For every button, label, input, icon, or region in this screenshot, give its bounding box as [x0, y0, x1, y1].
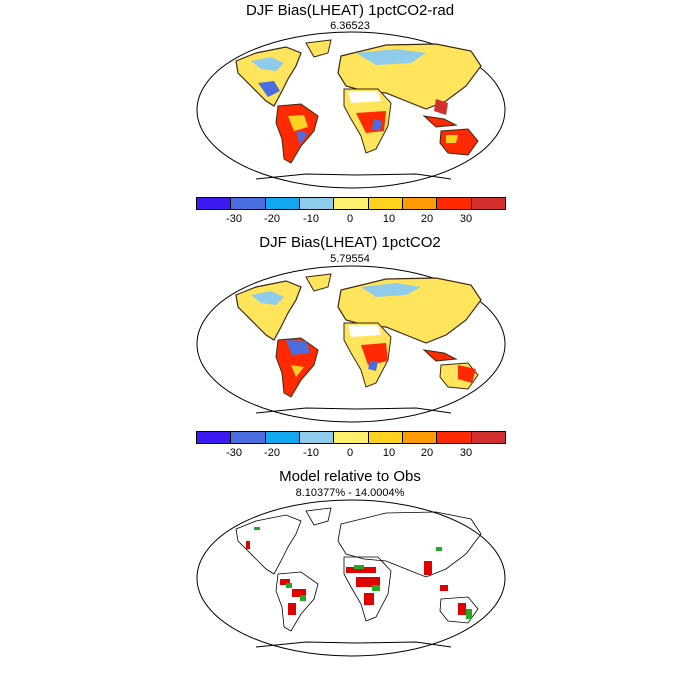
colorbar-swatch	[471, 198, 505, 209]
colorbar-swatch	[368, 432, 403, 443]
colorbar-swatch	[437, 198, 472, 209]
colorbar-2-tick: 20	[420, 447, 434, 459]
colorbar-swatch	[265, 198, 300, 209]
colorbar-swatch	[265, 432, 300, 443]
colorbar-2-tick: -20	[264, 447, 280, 459]
colorbar-swatch	[471, 432, 505, 443]
world-map-model-vs-obs	[196, 499, 506, 657]
colorbar-2-tick: 30	[459, 447, 473, 459]
colorbar-1-tick: -10	[303, 213, 319, 225]
colorbar-2	[196, 431, 506, 444]
colorbar-swatch	[402, 432, 438, 443]
panel-3-subtitle: 8.10377% - 14.0004%	[295, 487, 405, 499]
panel-1-title: DJF Bias(LHEAT) 1pctCO2-rad	[245, 2, 455, 19]
panel-1-subtitle: 6.36523	[330, 20, 370, 32]
colorbar-swatch	[197, 432, 232, 443]
colorbar-1	[196, 197, 506, 210]
colorbar-1-tick: -20	[264, 213, 280, 225]
colorbar-1-tick: 10	[382, 213, 396, 225]
colorbar-swatch	[299, 432, 335, 443]
colorbar-swatch	[197, 198, 232, 209]
colorbar-1-tick: -30	[226, 213, 242, 225]
colorbar-swatch	[437, 432, 472, 443]
colorbar-1-tick: 30	[459, 213, 473, 225]
colorbar-swatch	[231, 198, 266, 209]
colorbar-1-tick: 20	[420, 213, 434, 225]
colorbar-2-tick: -30	[226, 447, 242, 459]
world-map-1pctco2	[196, 265, 506, 423]
colorbar-2-tick: 10	[382, 447, 396, 459]
panel-2-subtitle: 5.79554	[330, 253, 370, 265]
colorbar-swatch	[368, 198, 403, 209]
colorbar-2-tick: 0	[346, 447, 354, 459]
colorbar-swatch	[299, 198, 335, 209]
colorbar-swatch	[231, 432, 266, 443]
colorbar-swatch	[334, 432, 369, 443]
colorbar-swatch	[402, 198, 438, 209]
world-map-1pctco2-rad	[196, 31, 506, 189]
colorbar-2-tick: -10	[303, 447, 319, 459]
colorbar-1-tick: 0	[346, 213, 354, 225]
panel-3-title: Model relative to Obs	[279, 468, 421, 485]
colorbar-swatch	[334, 198, 369, 209]
panel-2-title: DJF Bias(LHEAT) 1pctCO2	[259, 234, 441, 251]
